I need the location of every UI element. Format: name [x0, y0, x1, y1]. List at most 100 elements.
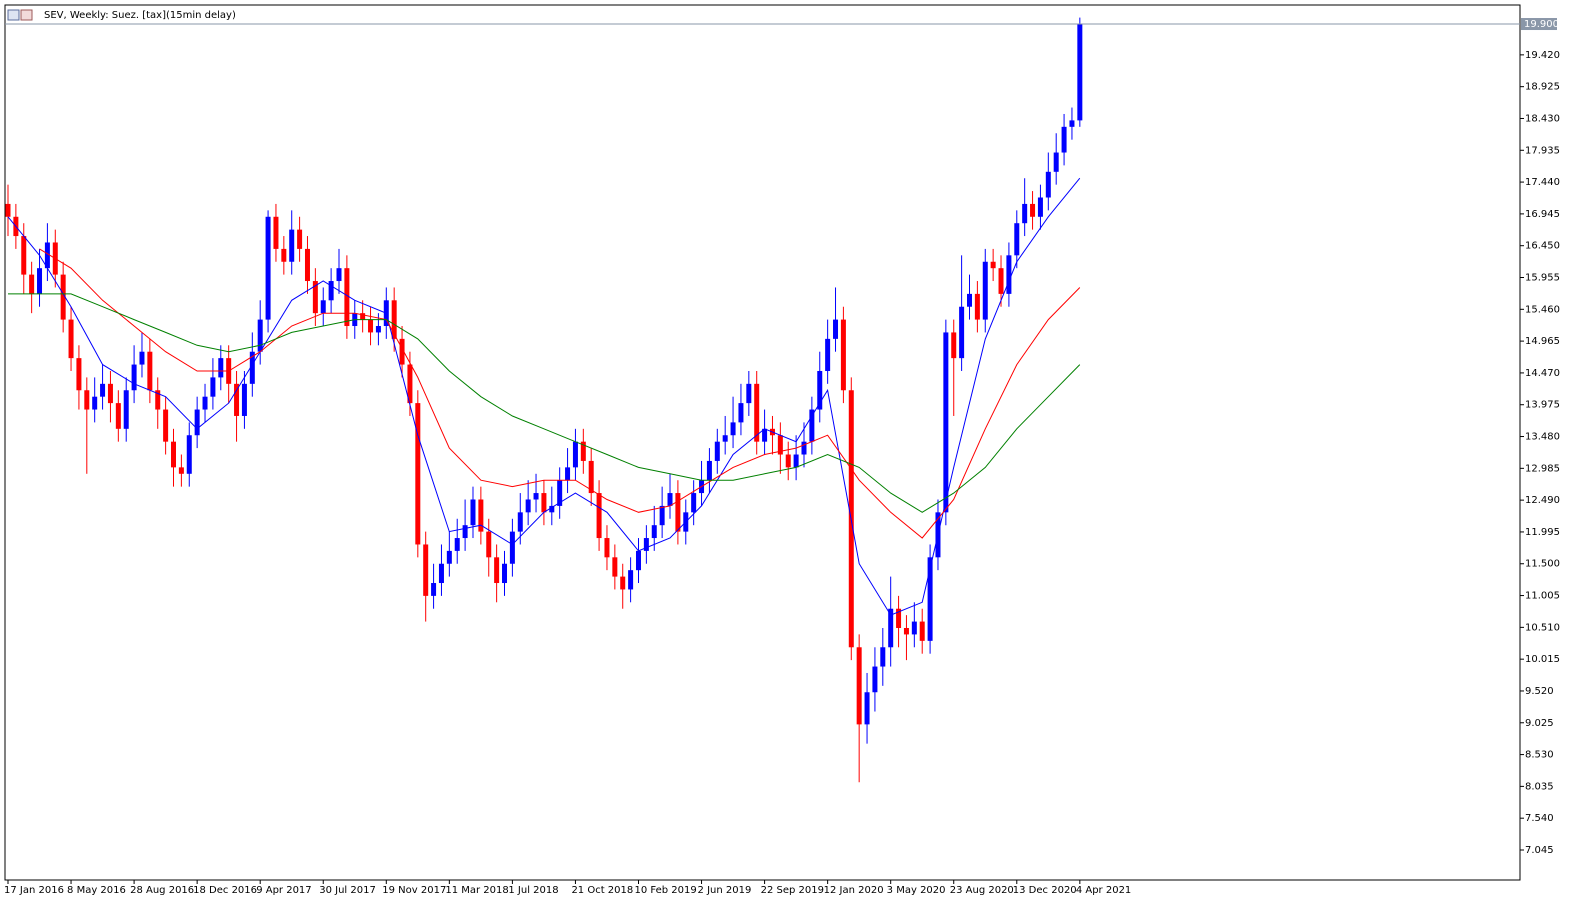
- candle-body: [572, 441, 578, 468]
- candle-body: [44, 242, 50, 269]
- candle-body: [462, 525, 468, 539]
- candle-body: [470, 499, 476, 526]
- y-tick-label: 12.985: [1525, 463, 1560, 474]
- candle-body: [833, 319, 839, 339]
- candle-body: [580, 441, 586, 461]
- y-tick-label: 16.450: [1525, 241, 1560, 252]
- x-tick-label: 8 May 2016: [67, 885, 126, 896]
- candle-body: [596, 493, 602, 539]
- candle-body: [903, 627, 909, 635]
- candle-body: [525, 499, 531, 513]
- x-tick-label: 10 Feb 2019: [634, 885, 696, 896]
- candle-body: [163, 409, 169, 442]
- candle-body: [281, 248, 287, 262]
- x-tick-label: 3 May 2020: [887, 885, 946, 896]
- candle-body: [864, 692, 870, 725]
- candle-body: [5, 203, 11, 217]
- last-price-label: 19.900: [1524, 19, 1559, 30]
- x-tick-label: 23 Aug 2020: [950, 885, 1014, 896]
- y-tick-label: 8.530: [1525, 750, 1554, 761]
- y-tick-label: 14.470: [1525, 368, 1560, 379]
- candle-body: [565, 467, 571, 481]
- candle-body: [76, 358, 82, 391]
- y-tick-label: 15.460: [1525, 304, 1560, 315]
- y-tick-label: 9.025: [1525, 718, 1554, 729]
- candle-body: [777, 435, 783, 455]
- candle-body: [131, 364, 137, 391]
- candle-body: [998, 268, 1004, 294]
- candle-body: [368, 319, 374, 333]
- candle-body: [667, 493, 673, 506]
- x-tick-label: 1 Jul 2018: [508, 885, 558, 896]
- candle-body: [304, 248, 310, 282]
- candle-body: [628, 570, 634, 590]
- candle-body: [659, 505, 665, 526]
- y-tick-label: 11.500: [1525, 559, 1560, 570]
- candle-body: [982, 261, 988, 320]
- candle-body: [1037, 197, 1043, 217]
- y-tick-label: 16.945: [1525, 209, 1560, 220]
- candle-body: [415, 403, 421, 545]
- y-tick-label: 10.015: [1525, 654, 1560, 665]
- candle-body: [210, 377, 216, 397]
- y-tick-label: 15.955: [1525, 272, 1560, 283]
- candle-body: [265, 216, 271, 320]
- candle-body: [754, 383, 760, 442]
- candle-body: [746, 383, 752, 404]
- candle-body: [155, 390, 161, 410]
- candle-body: [494, 557, 500, 584]
- candle-body: [1061, 126, 1067, 153]
- y-tick-label: 13.975: [1525, 400, 1560, 411]
- candle-body: [990, 261, 996, 269]
- x-tick-label: 19 Nov 2017: [382, 885, 446, 896]
- candle-body: [1006, 255, 1012, 294]
- candle-body: [517, 512, 523, 532]
- candle-body: [486, 531, 492, 558]
- candle-body: [312, 281, 318, 314]
- candle-body: [817, 370, 823, 410]
- candle-body: [959, 306, 965, 359]
- candle-body: [431, 583, 437, 596]
- candle-body: [809, 409, 815, 442]
- candle-body: [423, 544, 429, 596]
- last-price-box: [1521, 18, 1557, 31]
- candle-body: [391, 300, 397, 339]
- moving-average: [7, 177, 1081, 616]
- candle-body: [541, 493, 547, 513]
- x-tick-label: 4 Apr 2021: [1076, 885, 1131, 896]
- candle-body: [880, 647, 886, 667]
- candle-body: [344, 268, 350, 327]
- candle-body: [147, 351, 153, 391]
- candle-body: [801, 441, 807, 455]
- candle-body: [194, 409, 200, 436]
- candle-body: [218, 358, 224, 378]
- x-tick-label: 17 Jan 2016: [4, 885, 64, 896]
- x-tick-label: 12 Jan 2020: [824, 885, 884, 896]
- chart-icon: [7, 9, 20, 21]
- y-tick-label: 7.540: [1525, 813, 1554, 824]
- candle-body: [856, 647, 862, 725]
- y-tick-label: 17.440: [1525, 177, 1560, 188]
- candle-body: [911, 621, 917, 635]
- candle-body: [186, 435, 192, 474]
- candle-body: [502, 563, 508, 584]
- candle-body: [115, 403, 121, 429]
- candle-body: [170, 441, 176, 468]
- y-tick-label: 12.490: [1525, 495, 1560, 506]
- candle-body: [588, 460, 594, 494]
- chart-icon: [20, 9, 33, 21]
- candle-body: [1053, 152, 1059, 172]
- candle-body: [966, 293, 972, 307]
- candle-body: [139, 351, 145, 365]
- candle-body: [273, 216, 279, 249]
- candle-body: [738, 403, 744, 423]
- candle-body: [438, 563, 444, 584]
- candle-body: [375, 326, 381, 333]
- candle-body: [706, 460, 712, 481]
- y-tick-label: 18.430: [1525, 113, 1560, 124]
- candle-body: [888, 608, 894, 648]
- candle-body: [446, 550, 452, 564]
- x-tick-label: 11 Mar 2018: [445, 885, 508, 896]
- candle-body: [21, 236, 27, 275]
- candle-body: [974, 293, 980, 320]
